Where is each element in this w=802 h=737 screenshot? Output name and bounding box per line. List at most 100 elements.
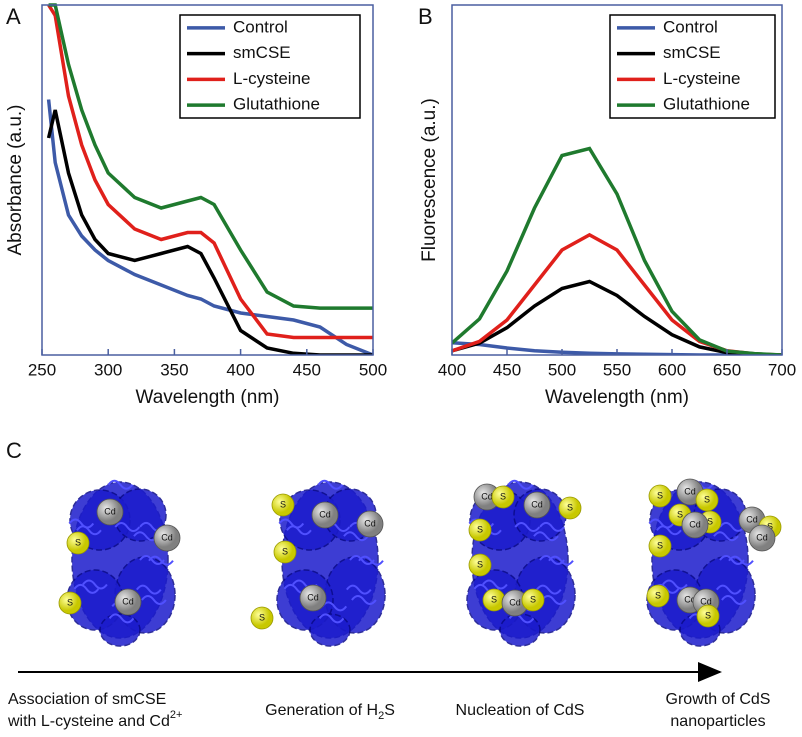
sulfur-atom — [66, 531, 90, 555]
cadmium-atom — [681, 511, 709, 539]
caption: S — [384, 702, 395, 719]
helix — [713, 531, 739, 542]
sulfur-atom — [250, 606, 274, 630]
atom-label: S — [259, 612, 265, 622]
atom-label: S — [75, 537, 81, 547]
helix — [541, 595, 567, 605]
caption: with L-cysteine and Cd — [7, 713, 170, 730]
legend-box — [179, 14, 361, 119]
atom-label: Cd — [684, 594, 696, 604]
atom-label: Cd — [319, 509, 331, 519]
atom-label: Cd — [531, 499, 543, 509]
helix — [343, 531, 369, 542]
cadmium-atom — [356, 510, 384, 538]
caption: nanoparticles — [670, 713, 765, 730]
helix — [141, 595, 167, 605]
atom-label: S — [657, 490, 663, 500]
cadmium-atom — [299, 584, 327, 612]
caption: Generation of H — [265, 702, 378, 719]
panel-label: A — [6, 4, 21, 29]
legend-box — [609, 14, 776, 119]
helix — [68, 518, 95, 529]
helix — [533, 531, 559, 542]
x-tick-label: 550 — [603, 360, 631, 379]
helix — [114, 522, 141, 533]
atom-label: S — [500, 491, 506, 501]
x-tick-label: 400 — [226, 360, 254, 379]
sulfur-atom — [58, 591, 82, 615]
sulfur-atom — [273, 540, 297, 564]
cadmium-atom — [748, 524, 776, 552]
atom-label: Cd — [364, 518, 376, 528]
y-axis-title: Absorbance (a.u.) — [5, 104, 26, 255]
legend-label: L-cysteine — [663, 69, 740, 88]
cadmium-atom — [114, 588, 142, 616]
caption: Growth of CdS — [666, 691, 771, 708]
atom-label: S — [282, 546, 288, 556]
helix — [721, 595, 747, 605]
atom-label: S — [705, 610, 711, 620]
protein-blob — [514, 556, 576, 634]
atom-label: S — [67, 597, 73, 607]
legend-label: smCSE — [233, 43, 291, 62]
helix — [535, 584, 562, 595]
x-tick-label: 500 — [359, 360, 387, 379]
sulfur-atom — [696, 604, 720, 628]
legend-label: L-cysteine — [233, 69, 310, 88]
helix — [662, 579, 688, 590]
atom-label: Cd — [689, 519, 701, 529]
subscript: 2 — [378, 710, 384, 722]
atom-label: S — [567, 502, 573, 512]
sulfur-atom — [695, 488, 719, 512]
x-axis-title: Wavelength (nm) — [136, 387, 280, 408]
helix — [719, 555, 745, 565]
atom-label: S — [280, 499, 286, 509]
x-tick-label: 650 — [713, 360, 741, 379]
helix — [548, 555, 574, 566]
atom-label: Cd — [684, 486, 696, 496]
helix — [358, 555, 384, 566]
atom-label: S — [655, 590, 661, 600]
atom-label: S — [491, 594, 497, 604]
helix — [107, 479, 134, 490]
x-tick-label: 450 — [293, 360, 321, 379]
helix — [318, 613, 345, 624]
helix — [514, 522, 541, 533]
helix — [73, 583, 100, 594]
sulfur-atom — [646, 584, 670, 608]
caption: Nucleation of CdS — [456, 702, 585, 719]
helix — [539, 521, 565, 532]
caption: Association of smCSE — [8, 691, 166, 708]
x-tick-label: 450 — [493, 360, 521, 379]
atom-label: S — [704, 494, 710, 504]
atom-label: S — [530, 594, 536, 604]
data-line — [46, 109, 373, 355]
x-axis-title: Wavelength (nm) — [545, 387, 689, 408]
helix — [648, 518, 675, 529]
cadmium-atom — [311, 501, 339, 529]
sulfur-atom — [521, 588, 545, 612]
atom-label: S — [657, 540, 663, 550]
helix — [351, 595, 377, 605]
data-line — [46, 99, 373, 355]
legend-label: Control — [233, 17, 288, 36]
data-line — [47, 4, 373, 340]
protein — [66, 479, 176, 647]
atom-label: Cd — [104, 506, 116, 516]
helix — [719, 521, 745, 532]
protein-blob — [324, 556, 386, 634]
atom-label: S — [477, 524, 483, 534]
sulfur-atom — [468, 518, 492, 542]
x-tick-label: 500 — [548, 360, 576, 379]
helix — [349, 555, 375, 565]
data-line — [48, 3, 373, 310]
x-tick-label: 600 — [658, 360, 686, 379]
legend-label: Glutathione — [663, 95, 750, 114]
helix — [148, 555, 174, 566]
atom-label: Cd — [700, 596, 712, 606]
helix — [278, 518, 305, 529]
legend-label: smCSE — [663, 43, 721, 62]
caption: Generation of H2S — [265, 702, 395, 722]
helix — [656, 525, 682, 536]
